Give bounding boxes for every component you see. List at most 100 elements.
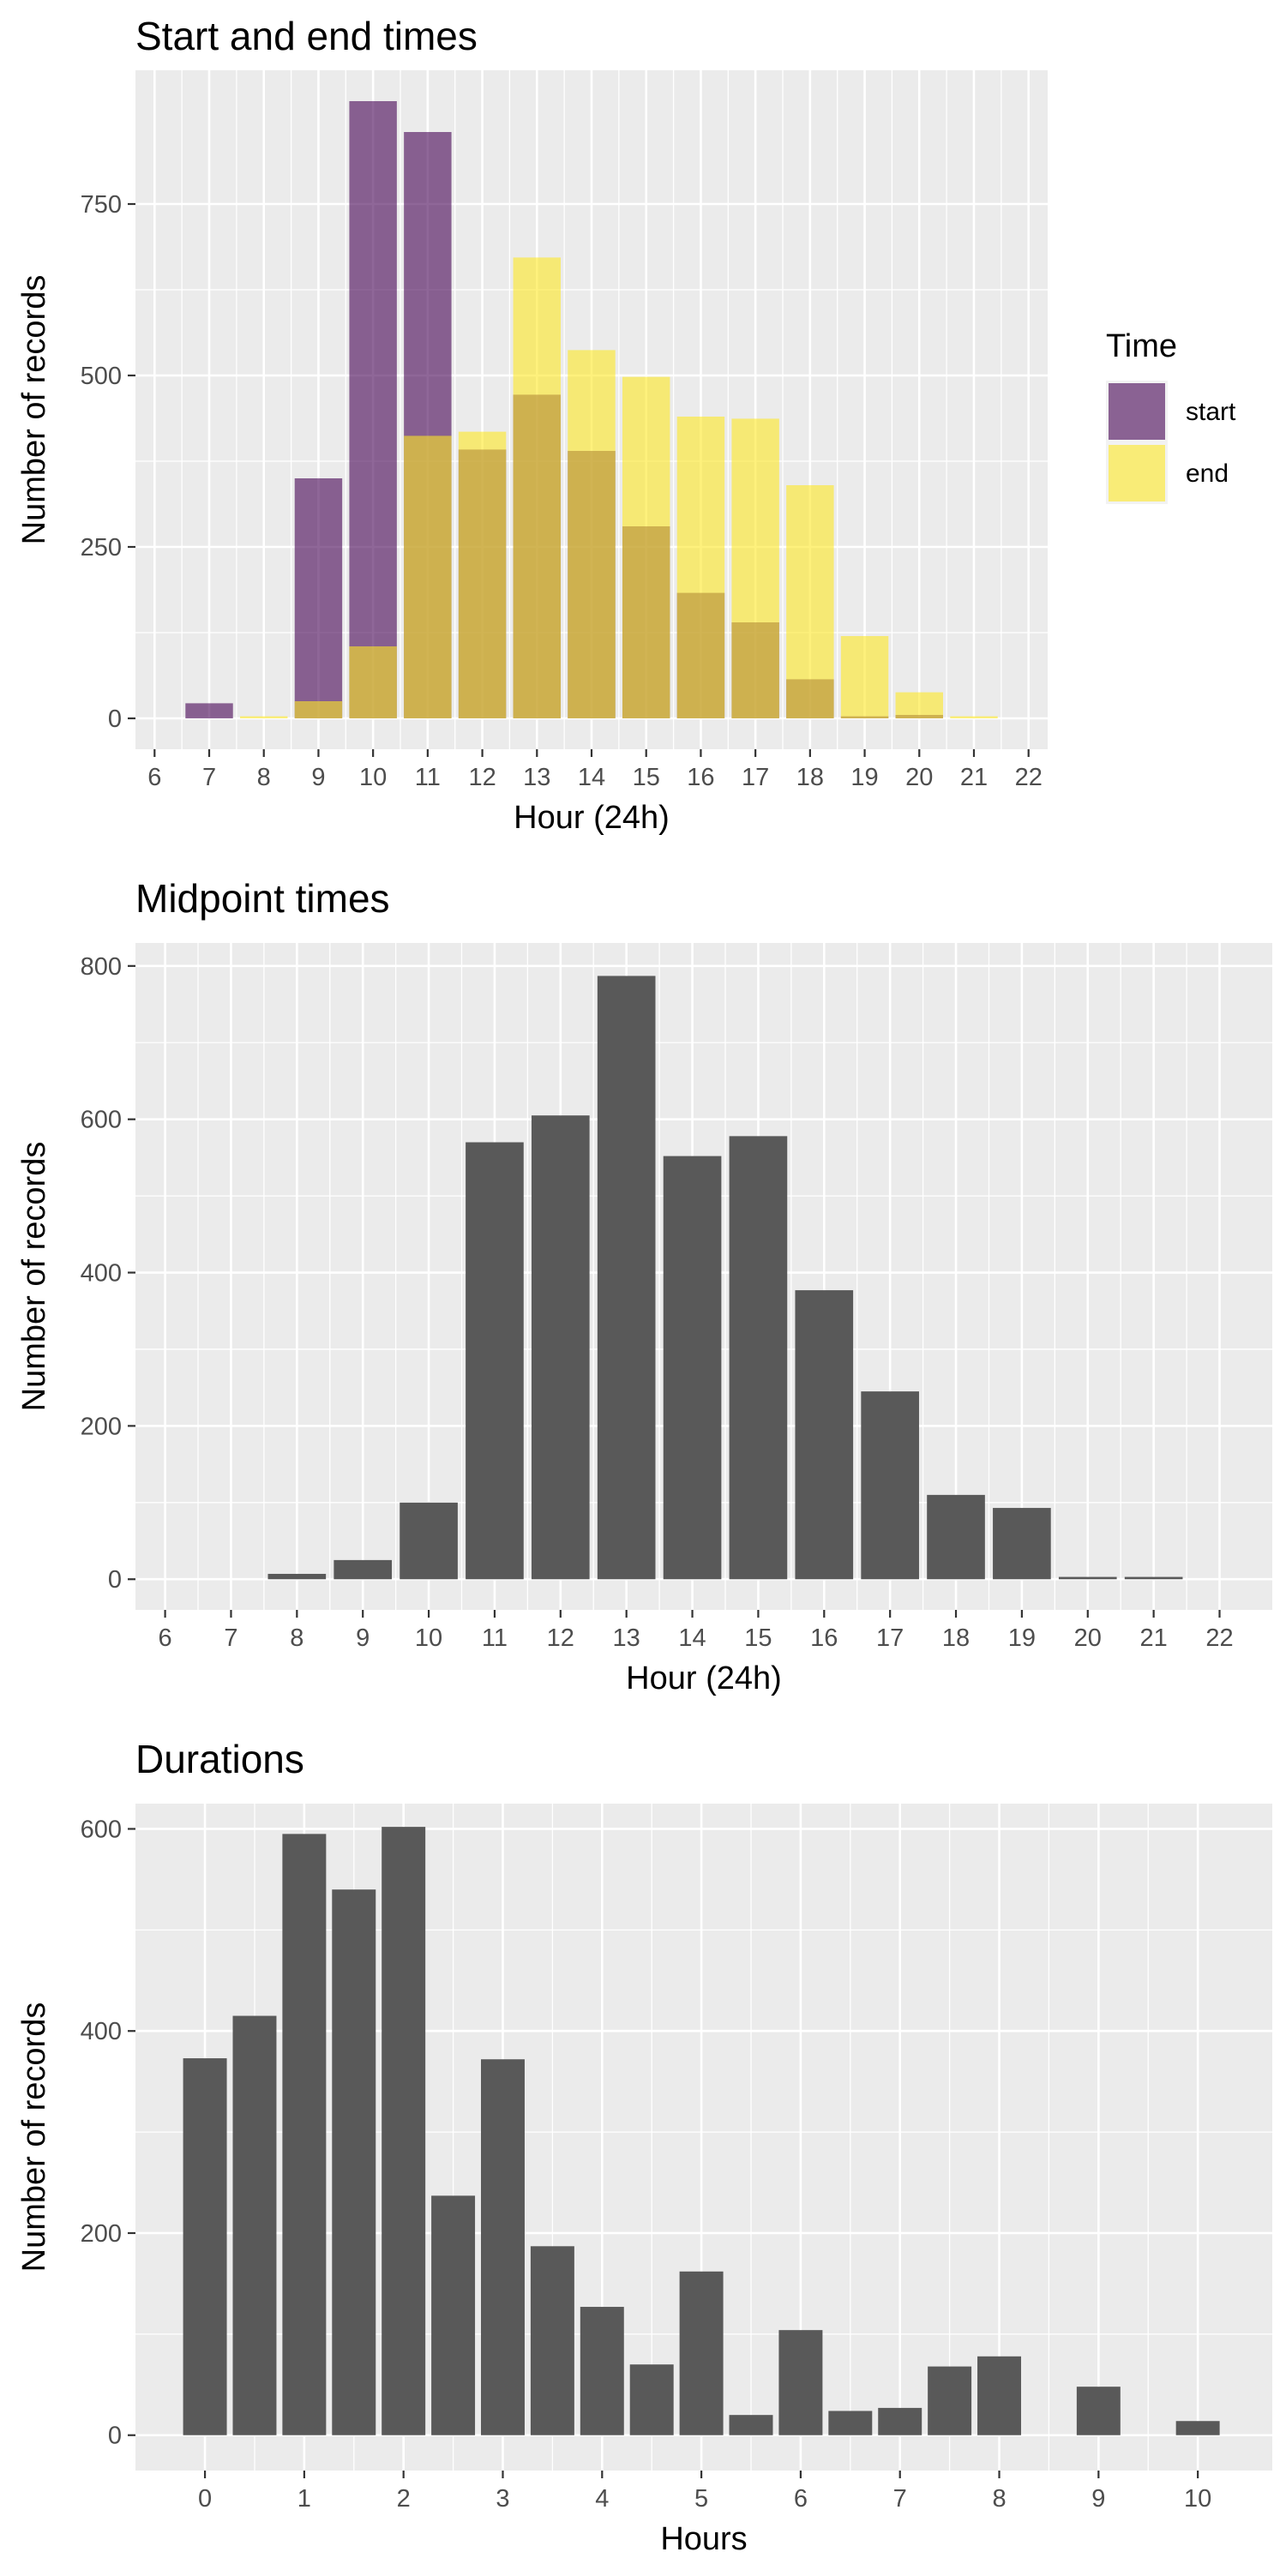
bar	[531, 1115, 590, 1580]
x-tick-label: 15	[633, 764, 660, 791]
bar	[183, 2058, 227, 2435]
x-tick-label: 18	[796, 764, 824, 791]
y-tick-label: 800	[81, 953, 122, 981]
x-tick-label: 5	[694, 2485, 708, 2513]
y-axis-title: Number of records	[16, 2003, 52, 2273]
bar	[597, 976, 656, 1580]
bar	[1058, 1576, 1117, 1580]
bar-start	[349, 101, 397, 718]
y-tick-label: 200	[81, 2220, 122, 2248]
x-tick-label: 10	[415, 1624, 442, 1652]
x-tick-label: 6	[794, 2485, 808, 2513]
chart-panel-1: Start and end times 0 250 500 750 6 7 8 9 10 11 12 1…	[16, 14, 1236, 836]
bar-end	[404, 435, 452, 718]
x-tick-label: 0	[198, 2485, 212, 2513]
x-axis-title: Hour (24h)	[514, 800, 670, 836]
x-tick-label: 10	[1184, 2485, 1211, 2513]
x-tick-label: 20	[1074, 1624, 1102, 1652]
x-tick-label: 19	[1008, 1624, 1036, 1652]
bar	[663, 1156, 722, 1580]
y-axis-title: Number of records	[16, 1142, 52, 1412]
bar	[382, 1827, 426, 2435]
x-axis-title: Hours	[660, 2521, 747, 2557]
bar-end	[622, 376, 670, 718]
x-tick-label: 14	[678, 1624, 706, 1652]
bar	[334, 1559, 393, 1580]
bar	[729, 1136, 788, 1580]
x-tick-label: 17	[742, 764, 769, 791]
legend-label-end: end	[1186, 459, 1229, 488]
x-tick-label: 1	[297, 2485, 311, 2513]
bar-end	[950, 716, 998, 718]
x-tick-label: 13	[523, 764, 550, 791]
bar-end	[349, 646, 397, 718]
x-tick-label: 14	[578, 764, 605, 791]
x-axis-title: Hour (24h)	[626, 1660, 782, 1696]
bar-end	[840, 636, 889, 718]
x-tick-label: 7	[893, 2485, 907, 2513]
x-tick-label: 9	[1091, 2485, 1105, 2513]
x-tick-label: 15	[744, 1624, 772, 1652]
bar-start	[294, 478, 343, 718]
bar-end	[895, 692, 943, 718]
x-tick-label: 8	[257, 764, 271, 791]
x-tick-label: 6	[159, 1624, 172, 1652]
bar	[1124, 1576, 1183, 1580]
x-tick-label: 2	[397, 2485, 411, 2513]
x-tick-label: 19	[850, 764, 878, 791]
y-tick-label: 400	[81, 1260, 122, 1288]
bar-end	[786, 485, 834, 718]
bar	[928, 2366, 972, 2435]
x-tick-label: 11	[482, 1624, 508, 1652]
x-tick-label: 8	[290, 1624, 303, 1652]
x-tick-label: 21	[1140, 1624, 1168, 1652]
bar-end	[513, 257, 562, 718]
bar	[795, 1290, 854, 1580]
y-tick-label: 0	[108, 706, 122, 733]
x-tick-label: 13	[613, 1624, 640, 1652]
x-tick-label: 9	[356, 1624, 370, 1652]
bar	[778, 2330, 823, 2435]
chart-panel-3: Durations 0 200 400 600 0 1 2 3 4 5 6 7 8 9 10 Hours Numb…	[16, 1737, 1272, 2557]
x-tick-label: 17	[876, 1624, 904, 1652]
y-tick-label: 0	[108, 2423, 122, 2450]
chart-title: Midpoint times	[135, 876, 390, 921]
x-tick-label: 8	[992, 2485, 1006, 2513]
bar	[679, 2271, 724, 2435]
bar	[977, 2356, 1022, 2435]
y-tick-label: 500	[81, 363, 122, 390]
x-tick-label: 4	[595, 2485, 609, 2513]
x-tick-label: 9	[311, 764, 325, 791]
x-tick-label: 12	[547, 1624, 574, 1652]
legend-title: Time	[1106, 328, 1177, 364]
bar	[530, 2246, 574, 2435]
x-tick-label: 21	[960, 764, 988, 791]
x-tick-label: 10	[359, 764, 387, 791]
bar	[580, 2307, 624, 2435]
bar-start	[185, 703, 233, 718]
bar-end	[458, 431, 507, 718]
y-tick-label: 400	[81, 2018, 122, 2045]
bar	[232, 2015, 277, 2435]
bar	[993, 1508, 1051, 1580]
bar	[629, 2364, 674, 2435]
y-tick-label: 0	[108, 1566, 122, 1594]
legend-swatch-start	[1109, 383, 1165, 440]
x-tick-label: 7	[224, 1624, 237, 1652]
bar	[400, 1502, 458, 1580]
x-tick-label: 6	[147, 764, 161, 791]
bar	[332, 1889, 376, 2435]
x-tick-label: 12	[468, 764, 496, 791]
x-tick-label: 16	[687, 764, 714, 791]
bar	[431, 2195, 476, 2435]
bar-end	[676, 417, 725, 718]
x-tick-label: 7	[202, 764, 216, 791]
y-tick-label: 750	[81, 191, 122, 219]
x-tick-label: 11	[415, 764, 441, 791]
chart-panel-2: Midpoint times 0 200 400 600 800 6 7 8 9 10 11 12 13 1…	[16, 876, 1272, 1696]
x-tick-label: 22	[1205, 1624, 1233, 1652]
bar	[927, 1494, 985, 1580]
chart-title: Durations	[135, 1737, 304, 1781]
